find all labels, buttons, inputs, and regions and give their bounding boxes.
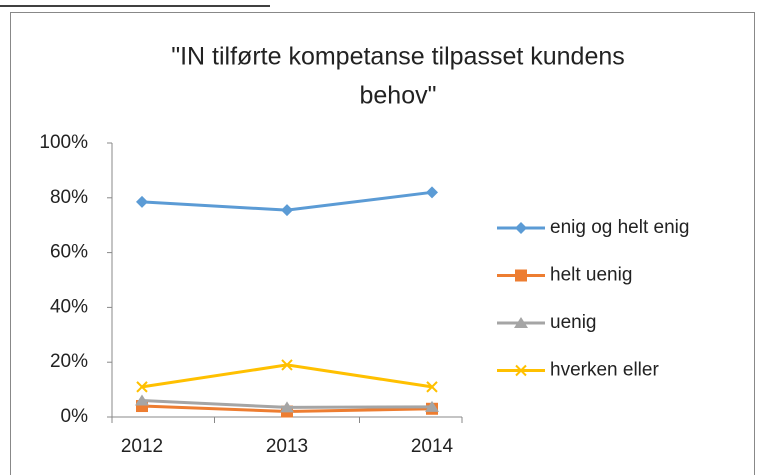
marker [135,394,149,406]
legend-label: uenig [550,312,597,333]
legend-label: enig og helt enig [550,217,689,238]
marker [136,381,148,393]
y-tick-label: 40% [50,296,88,317]
marker [281,359,293,371]
legend-marker [514,317,528,328]
marker [425,400,439,412]
x-tick-label: 2012 [121,436,163,457]
legend-label: hverken eller [550,360,659,381]
legend-marker [515,222,527,234]
y-tick-label: 0% [61,406,89,427]
x-tick-label: 2014 [411,436,454,457]
chart-title: "IN tilførte kompetanse tilpasset kunden… [171,43,625,71]
chart-title: behov" [360,82,437,110]
marker [426,381,438,393]
legend-label: helt uenig [550,265,632,286]
y-tick-label: 80% [50,187,88,208]
marker [426,186,438,199]
y-tick-label: 100% [39,132,88,153]
marker [280,401,294,413]
y-tick-label: 60% [50,242,88,263]
marker [281,204,293,217]
marker [136,195,148,208]
x-tick-label: 2013 [266,436,308,457]
legend-marker [515,269,527,282]
chart-frame [10,12,755,475]
y-tick-label: 20% [50,351,88,372]
legend-marker [515,364,527,377]
